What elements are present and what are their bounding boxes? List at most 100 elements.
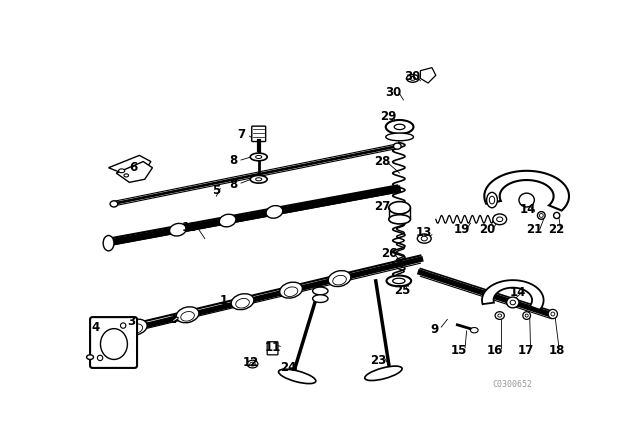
Text: 13: 13 bbox=[416, 226, 433, 239]
Ellipse shape bbox=[102, 328, 115, 342]
Ellipse shape bbox=[493, 214, 507, 225]
Text: 30: 30 bbox=[404, 70, 421, 83]
Ellipse shape bbox=[124, 174, 129, 177]
Ellipse shape bbox=[394, 124, 405, 129]
Text: 29: 29 bbox=[380, 110, 396, 123]
Ellipse shape bbox=[220, 214, 236, 227]
Ellipse shape bbox=[386, 120, 413, 134]
Ellipse shape bbox=[365, 366, 402, 380]
Text: 9: 9 bbox=[430, 323, 438, 336]
Text: 8: 8 bbox=[229, 178, 237, 191]
Ellipse shape bbox=[510, 300, 515, 305]
Ellipse shape bbox=[486, 192, 497, 208]
FancyArrow shape bbox=[172, 317, 179, 322]
Text: C0300652: C0300652 bbox=[493, 380, 533, 389]
Text: 23: 23 bbox=[370, 354, 386, 367]
Ellipse shape bbox=[170, 224, 186, 236]
Ellipse shape bbox=[387, 276, 411, 286]
Text: 11: 11 bbox=[264, 341, 281, 354]
Polygon shape bbox=[482, 280, 543, 310]
Ellipse shape bbox=[328, 271, 351, 287]
Ellipse shape bbox=[538, 211, 545, 220]
Ellipse shape bbox=[386, 133, 413, 141]
Text: 6: 6 bbox=[129, 161, 138, 174]
Text: 24: 24 bbox=[280, 362, 296, 375]
Text: 4: 4 bbox=[92, 321, 100, 334]
Ellipse shape bbox=[247, 360, 258, 368]
Ellipse shape bbox=[124, 319, 147, 335]
Ellipse shape bbox=[410, 77, 415, 80]
Text: 16: 16 bbox=[487, 344, 503, 357]
Ellipse shape bbox=[250, 362, 255, 366]
Ellipse shape bbox=[495, 312, 504, 319]
Ellipse shape bbox=[394, 143, 401, 149]
Ellipse shape bbox=[393, 278, 405, 284]
Ellipse shape bbox=[255, 155, 262, 159]
Ellipse shape bbox=[255, 178, 262, 181]
Text: 2: 2 bbox=[168, 313, 177, 326]
Ellipse shape bbox=[497, 217, 503, 222]
Text: 14: 14 bbox=[510, 286, 526, 299]
Polygon shape bbox=[420, 68, 436, 83]
Ellipse shape bbox=[123, 332, 131, 338]
Ellipse shape bbox=[118, 169, 125, 173]
Text: 14: 14 bbox=[520, 203, 536, 216]
Text: 7: 7 bbox=[237, 128, 246, 141]
Text: 1: 1 bbox=[220, 293, 228, 307]
Polygon shape bbox=[484, 171, 569, 211]
Ellipse shape bbox=[110, 201, 118, 207]
Ellipse shape bbox=[86, 355, 93, 359]
Ellipse shape bbox=[490, 196, 495, 204]
Text: 12: 12 bbox=[243, 356, 259, 369]
Text: 3: 3 bbox=[127, 315, 136, 328]
Ellipse shape bbox=[498, 314, 502, 317]
Ellipse shape bbox=[548, 310, 557, 319]
Ellipse shape bbox=[519, 193, 534, 207]
Text: 22: 22 bbox=[548, 223, 565, 236]
Ellipse shape bbox=[551, 312, 555, 316]
Ellipse shape bbox=[280, 282, 303, 298]
Ellipse shape bbox=[389, 215, 410, 224]
Text: 21: 21 bbox=[526, 223, 543, 236]
Ellipse shape bbox=[113, 330, 123, 340]
Ellipse shape bbox=[421, 236, 428, 241]
Text: 27: 27 bbox=[374, 200, 390, 213]
Text: 17: 17 bbox=[518, 344, 534, 357]
Ellipse shape bbox=[120, 323, 126, 328]
Ellipse shape bbox=[266, 206, 283, 218]
Ellipse shape bbox=[525, 314, 528, 317]
FancyBboxPatch shape bbox=[90, 317, 137, 368]
Ellipse shape bbox=[554, 212, 560, 219]
Text: 15: 15 bbox=[451, 344, 467, 357]
Ellipse shape bbox=[312, 295, 328, 302]
Ellipse shape bbox=[100, 329, 127, 359]
Text: 30: 30 bbox=[385, 86, 401, 99]
Ellipse shape bbox=[417, 234, 431, 243]
Text: 28: 28 bbox=[374, 155, 390, 168]
Text: 26: 26 bbox=[381, 247, 398, 260]
FancyBboxPatch shape bbox=[252, 126, 266, 142]
Polygon shape bbox=[116, 162, 152, 182]
Polygon shape bbox=[109, 155, 151, 176]
FancyBboxPatch shape bbox=[267, 342, 278, 355]
Ellipse shape bbox=[406, 74, 419, 82]
Text: 25: 25 bbox=[394, 284, 410, 297]
Ellipse shape bbox=[231, 294, 254, 310]
Ellipse shape bbox=[507, 297, 519, 308]
Ellipse shape bbox=[523, 312, 531, 319]
Text: 19: 19 bbox=[454, 223, 470, 236]
Ellipse shape bbox=[389, 202, 410, 214]
Ellipse shape bbox=[103, 236, 114, 251]
Ellipse shape bbox=[176, 307, 199, 323]
Text: 5: 5 bbox=[212, 184, 220, 197]
Ellipse shape bbox=[470, 327, 478, 333]
Text: 8: 8 bbox=[229, 154, 237, 167]
Ellipse shape bbox=[312, 287, 328, 295]
Ellipse shape bbox=[250, 176, 267, 183]
Text: 10: 10 bbox=[181, 221, 198, 234]
Ellipse shape bbox=[540, 214, 543, 217]
Ellipse shape bbox=[250, 153, 267, 161]
Ellipse shape bbox=[97, 355, 103, 361]
Ellipse shape bbox=[278, 369, 316, 383]
Text: 18: 18 bbox=[548, 344, 565, 357]
